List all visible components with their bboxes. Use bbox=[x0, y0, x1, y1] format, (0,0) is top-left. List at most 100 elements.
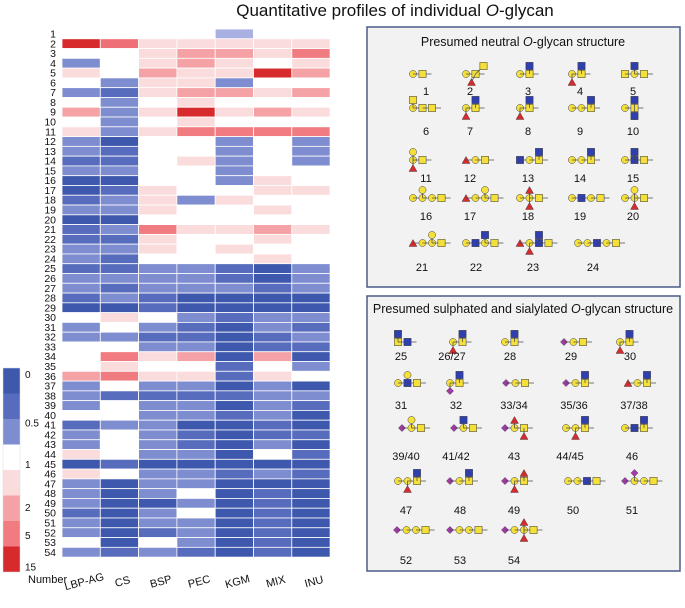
fucose-symbol bbox=[461, 112, 471, 120]
glycan-label: 48 bbox=[454, 505, 466, 517]
heat-cell bbox=[99, 488, 140, 499]
glycan-label: 33/34 bbox=[500, 400, 528, 412]
row-label: 48 bbox=[44, 488, 56, 500]
heat-cell bbox=[291, 97, 331, 108]
heat-cell bbox=[253, 429, 293, 441]
heat-cell bbox=[253, 537, 293, 548]
heat-cell bbox=[291, 57, 331, 69]
heat-cell bbox=[253, 370, 293, 382]
legend-tick: 15 bbox=[25, 562, 37, 573]
heatmap-grid bbox=[61, 28, 331, 558]
heat-cell bbox=[99, 106, 140, 118]
heat-cell bbox=[176, 165, 216, 177]
heat-cell bbox=[253, 67, 293, 79]
glycan-label: 26/27 bbox=[438, 351, 466, 363]
heat-cell bbox=[214, 488, 254, 499]
glycan-label: 41/42 bbox=[442, 451, 470, 463]
heat-cell bbox=[253, 204, 293, 216]
heat-cell bbox=[176, 390, 216, 402]
fucose-symbol bbox=[567, 78, 577, 86]
heat-cell bbox=[291, 507, 331, 519]
heat-cell bbox=[253, 165, 293, 177]
glycan-structure: 44/45 bbox=[556, 416, 594, 463]
glycan-structure: 20 bbox=[621, 186, 653, 223]
heat-cell bbox=[253, 253, 293, 265]
heat-cell bbox=[99, 233, 140, 245]
glycan-label: 22 bbox=[470, 262, 482, 274]
heat-cell bbox=[61, 77, 101, 89]
heat-cell bbox=[176, 67, 216, 79]
legend-swatch bbox=[3, 470, 20, 496]
heat-cell bbox=[99, 400, 140, 411]
heat-cell bbox=[99, 498, 140, 509]
row-label: 21 bbox=[44, 224, 56, 236]
row-label: 37 bbox=[44, 381, 56, 393]
glycan-label: 15 bbox=[627, 173, 639, 185]
heat-cell bbox=[61, 38, 101, 49]
heat-cell bbox=[291, 204, 331, 216]
heat-cell bbox=[176, 302, 216, 314]
heat-cell bbox=[61, 312, 101, 323]
heat-cell bbox=[99, 331, 140, 343]
heat-cell bbox=[176, 331, 216, 343]
heat-cell bbox=[291, 165, 331, 177]
heat-cell bbox=[99, 419, 140, 431]
heat-cell bbox=[138, 449, 178, 460]
heat-cell bbox=[176, 273, 216, 284]
heat-cell bbox=[99, 410, 140, 421]
glycan-structure: 15 bbox=[621, 148, 653, 185]
row-label: 7 bbox=[50, 87, 56, 99]
galnac-symbol bbox=[418, 156, 427, 164]
heat-cell bbox=[99, 292, 140, 304]
heat-cell bbox=[214, 106, 254, 118]
heat-cell bbox=[176, 527, 216, 538]
heat-cell bbox=[99, 546, 140, 558]
glcnac-symbol bbox=[640, 416, 648, 424]
heat-cell bbox=[291, 302, 331, 314]
heat-cell bbox=[214, 439, 254, 450]
heat-cell bbox=[138, 48, 178, 59]
heat-cell bbox=[61, 214, 101, 226]
heat-cell bbox=[138, 77, 178, 89]
glycan-structure: 9 bbox=[568, 96, 600, 138]
heat-cell bbox=[99, 185, 140, 196]
glycan-label: 21 bbox=[416, 262, 428, 274]
heat-cell bbox=[99, 361, 140, 372]
row-label: 42 bbox=[44, 429, 56, 441]
heat-cell bbox=[214, 449, 254, 460]
heat-cell bbox=[61, 449, 101, 460]
heat-cell bbox=[214, 361, 254, 372]
heat-cell bbox=[253, 312, 293, 323]
row-label: 2 bbox=[50, 38, 56, 50]
heat-cell bbox=[138, 67, 178, 79]
galnac-symbol bbox=[521, 379, 529, 387]
heat-cell bbox=[253, 331, 293, 343]
heat-cell bbox=[291, 488, 331, 499]
heat-cell bbox=[176, 253, 216, 265]
row-label: 15 bbox=[44, 165, 56, 177]
heat-cell bbox=[214, 116, 254, 128]
fucose-symbol bbox=[519, 469, 529, 477]
heat-cell bbox=[61, 361, 101, 372]
heat-cell bbox=[99, 429, 140, 441]
heat-cell bbox=[99, 351, 140, 362]
heat-cell bbox=[253, 468, 293, 480]
galnac-symbol bbox=[579, 338, 587, 346]
galnac-symbol bbox=[544, 239, 553, 247]
heat-cell bbox=[61, 351, 101, 362]
legend-tick: 1 bbox=[25, 460, 31, 471]
column-label: CS bbox=[114, 574, 132, 590]
heat-cell bbox=[138, 468, 178, 480]
heat-cell bbox=[138, 204, 178, 216]
heat-cell bbox=[291, 224, 331, 235]
glycan-structure: 3 bbox=[516, 62, 539, 98]
glcnac-symbol bbox=[394, 330, 402, 338]
glcnac-symbol bbox=[510, 330, 519, 338]
row-label: 41 bbox=[44, 420, 56, 432]
glcnac-symbol bbox=[413, 469, 421, 477]
heat-cell bbox=[214, 458, 254, 470]
heat-cell bbox=[176, 204, 216, 216]
heat-cell bbox=[99, 116, 140, 128]
glycan-label: 3 bbox=[525, 86, 531, 98]
glycan-structure: 4 bbox=[567, 62, 591, 98]
